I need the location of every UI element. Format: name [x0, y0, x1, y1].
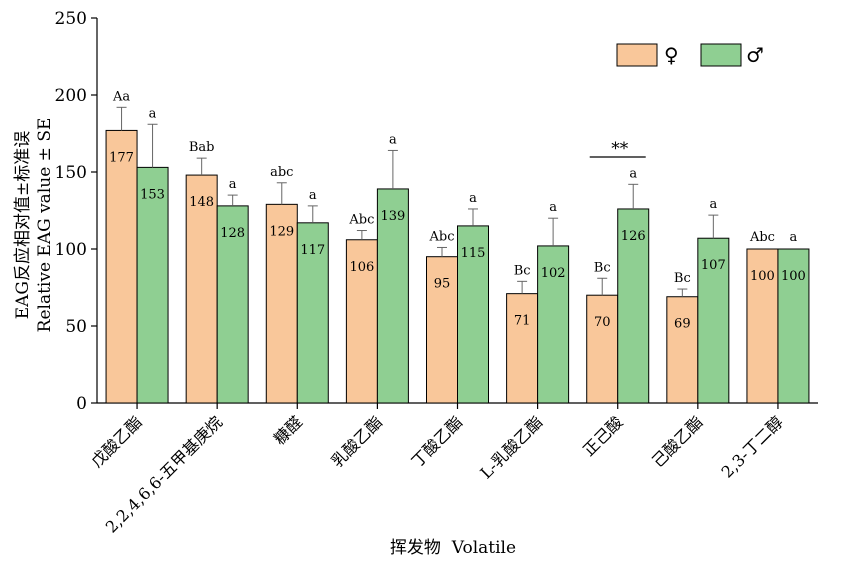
bar-male — [457, 225, 489, 404]
bar-female — [586, 294, 619, 404]
significance-letter: a — [149, 106, 157, 121]
significance-letter: a — [469, 191, 477, 206]
value-label: 106 — [349, 260, 374, 275]
bar-female — [185, 174, 218, 404]
y-tick-label: 150 — [55, 163, 87, 183]
significance-letter: Abc — [348, 213, 374, 228]
y-axis-title-en: Relative EAG value ± SE — [35, 118, 55, 333]
significance-letter: a — [309, 188, 317, 203]
x-tick-label: 丁酸乙酯 — [408, 412, 467, 471]
significance-letter: a — [629, 166, 637, 181]
significance-letter: a — [549, 200, 557, 215]
value-label: 100 — [781, 269, 806, 284]
bars — [105, 106, 810, 404]
significance-letter: a — [709, 197, 717, 212]
y-tick-label: 0 — [76, 394, 87, 414]
value-label: 126 — [621, 229, 646, 244]
axes: 0 50 100 150 200 250 — [55, 9, 818, 414]
bar-female — [345, 239, 378, 404]
x-tick-label: 糠醛 — [270, 412, 306, 448]
legend-label-female: ♀ — [664, 43, 679, 67]
value-label: 129 — [269, 224, 294, 239]
value-label: 69 — [674, 317, 691, 332]
bar-female — [506, 293, 539, 404]
value-label: 148 — [189, 195, 214, 210]
bar-male — [777, 248, 810, 404]
significance-letter: Aa — [112, 89, 130, 104]
significance-marker: ** — [611, 139, 629, 159]
legend-swatch-male — [700, 43, 742, 67]
significance-letter: Abc — [749, 230, 775, 245]
value-label: 128 — [220, 226, 245, 241]
value-label: 117 — [300, 243, 325, 258]
y-tick-label: 250 — [55, 9, 87, 29]
significance-letter: a — [389, 132, 397, 147]
significance-letter: a — [790, 230, 798, 245]
value-label: 139 — [380, 209, 405, 224]
value-label: 100 — [750, 269, 775, 284]
significance-letter: abc — [270, 165, 293, 180]
x-tick-label: 己酸乙酯 — [648, 412, 707, 471]
value-label: 107 — [701, 258, 726, 273]
x-tick-label: 2,3-丁二醇 — [718, 412, 787, 481]
bar-male — [537, 245, 570, 404]
value-label: 102 — [541, 266, 566, 281]
legend-swatch-female — [616, 43, 658, 67]
x-axis-title: 挥发物 Volatile — [390, 538, 516, 558]
significance-letter: Abc — [429, 229, 455, 244]
value-label: 153 — [140, 187, 165, 202]
value-label: 95 — [434, 277, 451, 292]
y-axis-title-cn: EAG反应相对值±标准误 — [13, 131, 33, 320]
significance-letter: a — [229, 177, 237, 192]
significance-letter: Bc — [674, 271, 691, 286]
bar-male — [216, 205, 249, 404]
y-tick-label: 200 — [55, 86, 87, 106]
x-tick-label: 戊酸乙酯 — [87, 412, 146, 471]
bar-female — [746, 248, 779, 404]
bar-female — [426, 256, 458, 404]
bar-male — [617, 208, 650, 404]
value-label: 115 — [461, 246, 486, 261]
bar-female — [265, 203, 298, 404]
bar-female — [105, 129, 138, 404]
significance-letter: Bc — [594, 260, 611, 275]
legend-label-male: ♂ — [746, 43, 764, 67]
significance-letter: Bc — [514, 263, 531, 278]
value-label: 177 — [109, 150, 134, 165]
x-tick-label: L-乳酸乙酯 — [476, 412, 546, 482]
y-tick-label: 100 — [55, 240, 87, 260]
x-tick-label: 正己酸 — [579, 412, 626, 459]
bar-female — [666, 296, 699, 404]
value-label: 70 — [594, 315, 611, 330]
bar-male — [376, 188, 409, 404]
legend: ♀ ♂ — [616, 43, 764, 67]
value-label: 71 — [514, 314, 531, 329]
bar-male — [296, 222, 329, 404]
x-tick-label: 乳酸乙酯 — [328, 412, 387, 471]
significance-letter: Bab — [189, 140, 215, 155]
bar-male — [697, 237, 730, 404]
y-tick-label: 50 — [65, 317, 87, 337]
bar-male — [136, 166, 169, 404]
